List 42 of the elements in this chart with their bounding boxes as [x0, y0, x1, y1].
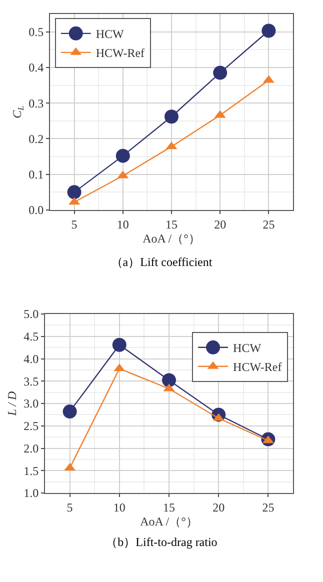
x-tick-label: 10	[113, 500, 126, 514]
y-tick-label: 3.0	[24, 396, 39, 411]
y-axis-title: L / D	[4, 390, 19, 417]
x-tick-label: 10	[116, 217, 129, 232]
legend-label: HCW	[233, 341, 262, 356]
y-tick-label: 2.0	[24, 441, 39, 456]
y-tick-label: 4.5	[24, 330, 39, 344]
point	[213, 66, 228, 80]
y-tick-label: 5.0	[24, 307, 39, 322]
y-tick-label: 0.1	[28, 168, 44, 182]
x-tick-label: 15	[163, 500, 175, 514]
y-tick-label: 1.0	[24, 486, 39, 500]
point	[262, 24, 276, 38]
point	[116, 148, 130, 163]
y-tick-label: 0.0	[28, 203, 44, 218]
point	[67, 185, 82, 200]
text: （b）Lift-to-drag ratio	[104, 534, 218, 551]
x-tick-label: 20	[212, 500, 225, 514]
y-tick-label: 1.5	[24, 464, 39, 478]
y-tick-label: 0.5	[28, 25, 44, 40]
y-tick-label: 4.0	[24, 352, 39, 366]
x-tick-label: 15	[166, 217, 178, 232]
point	[62, 404, 77, 419]
x-axis-title: AoA /（°）	[142, 231, 200, 246]
text: （a）Lift coefficient	[110, 254, 214, 271]
x-tick-label: 20	[214, 217, 226, 232]
point	[162, 373, 176, 388]
point	[164, 110, 178, 124]
legend-label: HCW-Ref	[233, 360, 282, 374]
legend-label: HCW-Ref	[96, 46, 145, 60]
y-tick-label: 0.3	[28, 96, 44, 110]
x-tick-label: 25	[262, 217, 275, 232]
y-tick-label: 3.5	[24, 374, 39, 388]
point	[112, 338, 126, 352]
x-tick-label: 5	[66, 500, 73, 514]
x-axis-title: AoA /（°）	[140, 514, 198, 528]
legend-label: HCW	[96, 27, 125, 42]
x-tick-label: 5	[71, 217, 78, 232]
y-tick-label: 2.5	[24, 419, 39, 434]
y-tick-label: 0.2	[28, 132, 44, 146]
y-tick-label: 0.4	[28, 60, 44, 75]
x-tick-label: 25	[262, 500, 274, 514]
